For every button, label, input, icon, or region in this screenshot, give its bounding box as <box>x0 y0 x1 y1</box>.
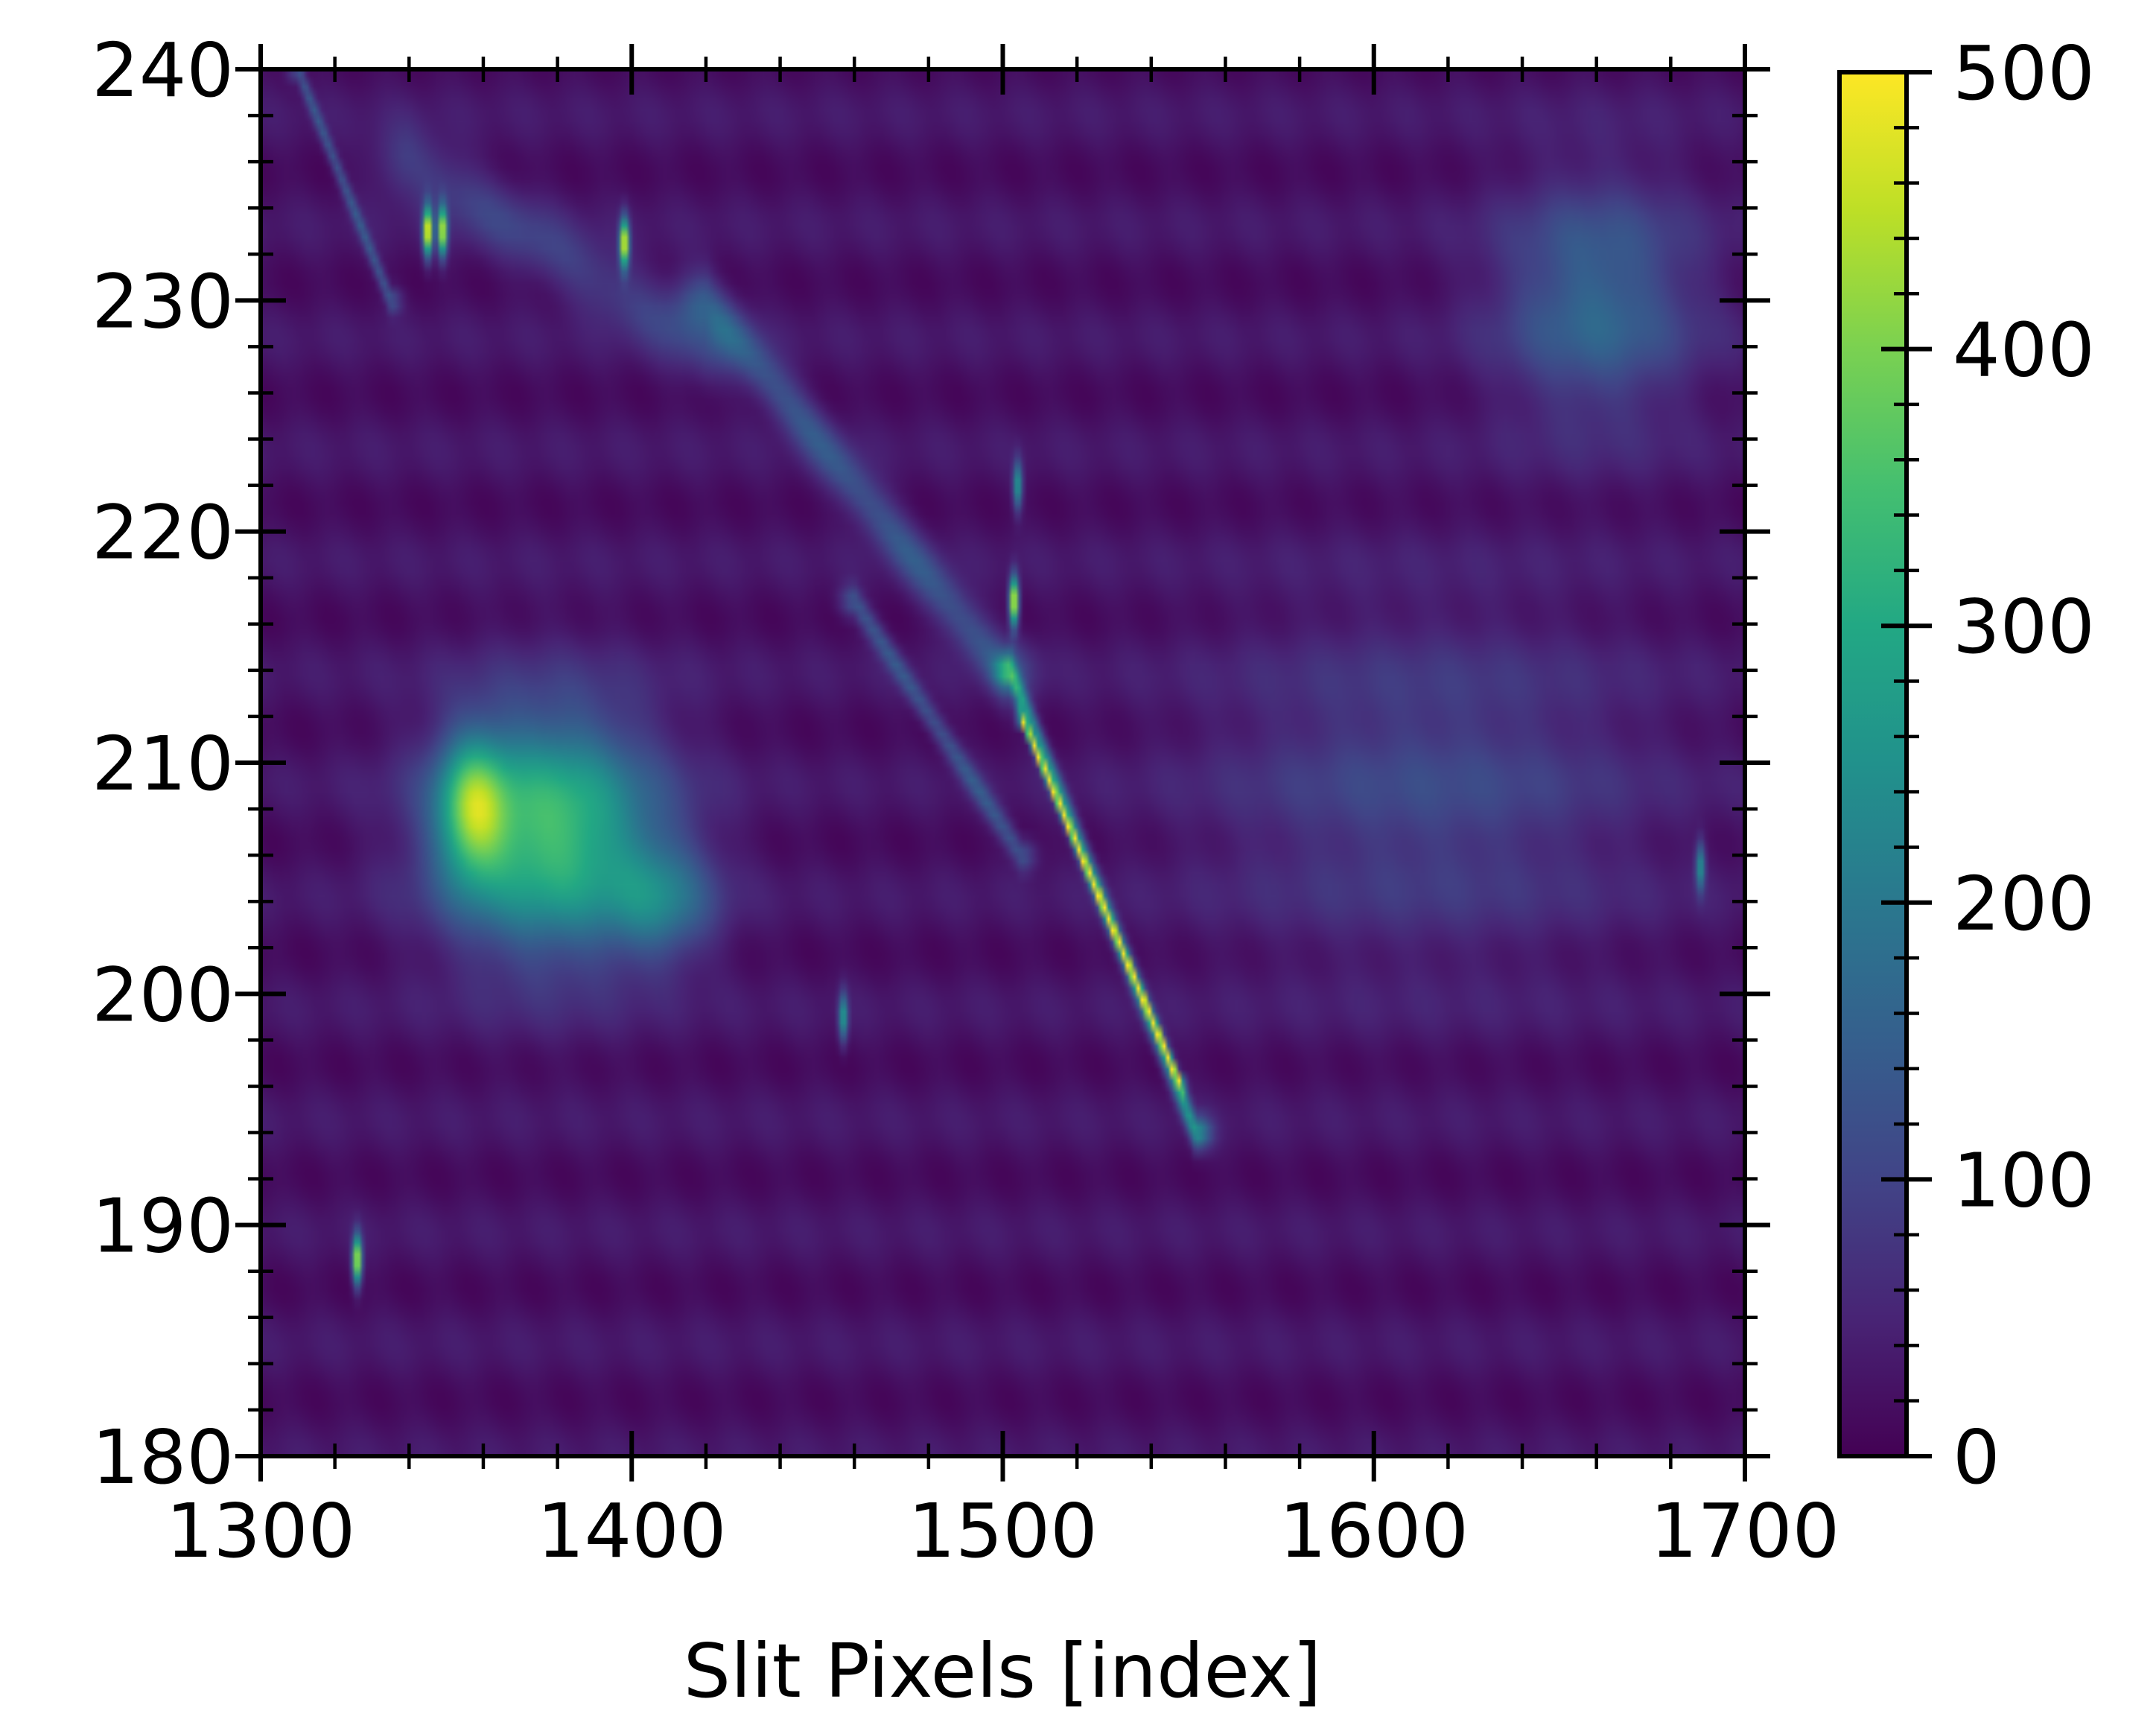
x-tick-label: 1400 <box>537 1487 727 1575</box>
colorbar-tick-label: 100 <box>1953 1137 2095 1224</box>
y-tick-label: 180 <box>92 1414 234 1501</box>
x-tick-label: 1700 <box>1650 1487 1840 1575</box>
y-tick-label: 220 <box>92 489 234 577</box>
x-axis-label: Slit Pixels [index] <box>684 1627 1322 1715</box>
y-axis: 180 190 200 210 220 230 240 <box>92 27 1770 1501</box>
y-tick-label: 240 <box>92 27 234 114</box>
colorbar-tick-label: 500 <box>1953 30 2095 117</box>
heatmap-image <box>261 69 1745 1456</box>
plot-area <box>258 67 1747 1458</box>
x-axis: 1300 1400 1500 1600 1700 <box>166 44 1840 1575</box>
y-tick-label: 190 <box>92 1183 234 1270</box>
colorbar-tick-label: 200 <box>1953 860 2095 947</box>
y-tick-label: 230 <box>92 258 234 345</box>
colorbar-tick-label: 300 <box>1953 583 2095 670</box>
colorbar-gradient <box>1839 72 1907 1456</box>
x-tick-label: 1600 <box>1279 1487 1469 1575</box>
colorbar: 0 100 200 300 400 500 <box>1837 30 2095 1501</box>
colorbar-tick-label: 0 <box>1953 1414 2000 1501</box>
y-tick-label: 210 <box>92 720 234 807</box>
y-tick-label: 200 <box>92 951 234 1038</box>
x-tick-label: 1300 <box>166 1487 356 1575</box>
colorbar-frame <box>1837 70 1909 1458</box>
x-tick-label: 1500 <box>908 1487 1098 1575</box>
colorbar-tick-label: 400 <box>1953 307 2095 394</box>
